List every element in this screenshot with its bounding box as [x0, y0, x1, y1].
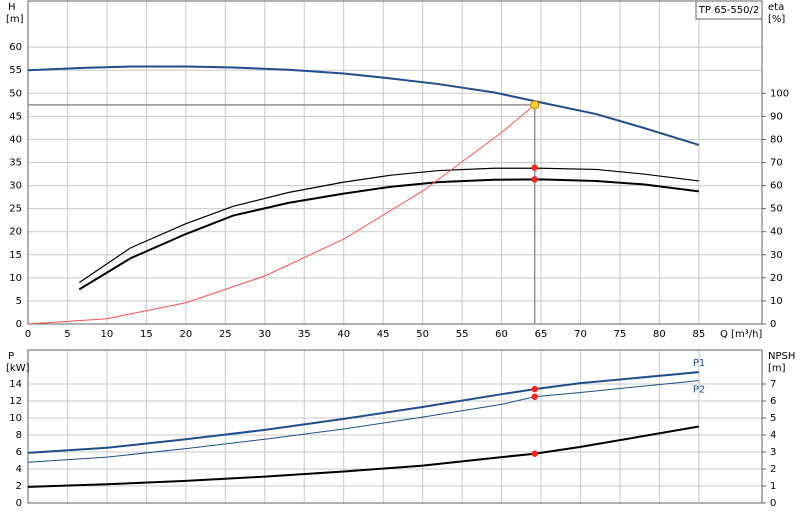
x-tick-label: 60: [495, 329, 508, 340]
legend-box: [695, 0, 763, 20]
y2-tick-label: 7: [770, 379, 776, 390]
plot-frame: [27, 0, 763, 325]
y2-tick-label: 2: [770, 464, 776, 475]
y-axis-label: H: [8, 2, 16, 13]
duty-point: [531, 164, 538, 171]
x-tick-label: 30: [258, 329, 271, 340]
y2-tick-label: 0: [770, 319, 776, 330]
y2-tick-label: 50: [770, 204, 783, 215]
y-tick-label: 14: [9, 379, 22, 390]
y-tick-label: 5: [16, 296, 22, 307]
x-tick-label: 40: [337, 329, 350, 340]
y2-axis-unit: [m]: [768, 363, 786, 374]
y-axis-label: P: [8, 351, 14, 362]
y-tick-label: 30: [9, 181, 22, 192]
plot-frame: [27, 349, 763, 504]
curve: [78, 167, 699, 283]
x-tick-label: 55: [456, 329, 469, 340]
x-tick-label: 0: [25, 329, 31, 340]
y2-tick-label: 100: [770, 88, 789, 99]
x-tick-label: 45: [377, 329, 390, 340]
y-tick-label: 15: [9, 250, 22, 261]
y2-tick-label: 30: [770, 250, 783, 261]
x-tick-label: 50: [416, 329, 429, 340]
y2-tick-label: 5: [770, 413, 776, 424]
y2-tick-label: 6: [770, 396, 776, 407]
duty-point: [531, 176, 538, 183]
y2-tick-label: 90: [770, 111, 783, 122]
y2-tick-label: 1: [770, 481, 776, 492]
y-tick-label: 8: [16, 430, 22, 441]
y-tick-label: 12: [9, 396, 22, 407]
y-tick-label: 60: [9, 42, 22, 53]
y-tick-label: 4: [16, 464, 22, 475]
y-tick-label: 6: [16, 447, 22, 458]
duty-point: [531, 385, 538, 393]
y2-axis-unit: [%]: [768, 14, 785, 25]
y-tick-label: 35: [9, 158, 22, 169]
y2-axis-label: eta: [768, 2, 784, 13]
legend-text: TP 65-550/2: [698, 5, 759, 16]
y2-tick-label: 60: [770, 181, 783, 192]
x-tick-label: 65: [535, 329, 548, 340]
series-label: P1: [693, 358, 705, 369]
y-tick-label: 10: [9, 273, 22, 284]
x-tick-label: 15: [140, 329, 153, 340]
curve: [78, 178, 699, 291]
y2-tick-label: 0: [770, 498, 776, 509]
y-tick-label: 2: [16, 481, 22, 492]
x-tick-label: 35: [298, 329, 311, 340]
duty-point: [530, 100, 540, 110]
x-tick-label: 70: [574, 329, 587, 340]
y2-tick-label: 70: [770, 158, 783, 169]
y-axis-unit: [kW]: [6, 363, 30, 374]
x-tick-label: 20: [179, 329, 192, 340]
curve: [27, 425, 700, 488]
y-tick-label: 20: [9, 227, 22, 238]
curve: [27, 104, 536, 325]
y2-tick-label: 40: [770, 227, 783, 238]
y2-axis-label: NPSH: [768, 351, 795, 362]
x-tick-label: 80: [653, 329, 666, 340]
curve: [27, 380, 699, 463]
x-tick-label: 10: [101, 329, 114, 340]
y-tick-label: 25: [9, 204, 22, 215]
y-tick-label: 50: [9, 88, 22, 99]
y2-tick-label: 20: [770, 273, 783, 284]
x-axis-label: Q [m³/h]: [720, 329, 762, 340]
x-tick-label: 25: [219, 329, 232, 340]
x-tick-label: 85: [692, 329, 705, 340]
series-label: P2: [693, 385, 705, 396]
y2-tick-label: 10: [770, 296, 783, 307]
y2-tick-label: 3: [770, 447, 776, 458]
y-tick-label: 55: [9, 65, 22, 76]
y-tick-label: 40: [9, 134, 22, 145]
y2-tick-label: 80: [770, 134, 783, 145]
curve: [27, 65, 700, 146]
y-tick-label: 0: [16, 498, 22, 509]
x-tick-label: 75: [614, 329, 627, 340]
y-tick-label: 45: [9, 111, 22, 122]
duty-point: [531, 450, 538, 457]
y-tick-label: 0: [16, 319, 22, 330]
y-tick-label: 10: [9, 413, 22, 424]
curve: [27, 371, 699, 454]
y2-tick-label: 4: [770, 430, 776, 441]
x-tick-label: 5: [64, 329, 70, 340]
duty-point: [531, 393, 538, 400]
y-axis-unit: [m]: [6, 14, 24, 25]
